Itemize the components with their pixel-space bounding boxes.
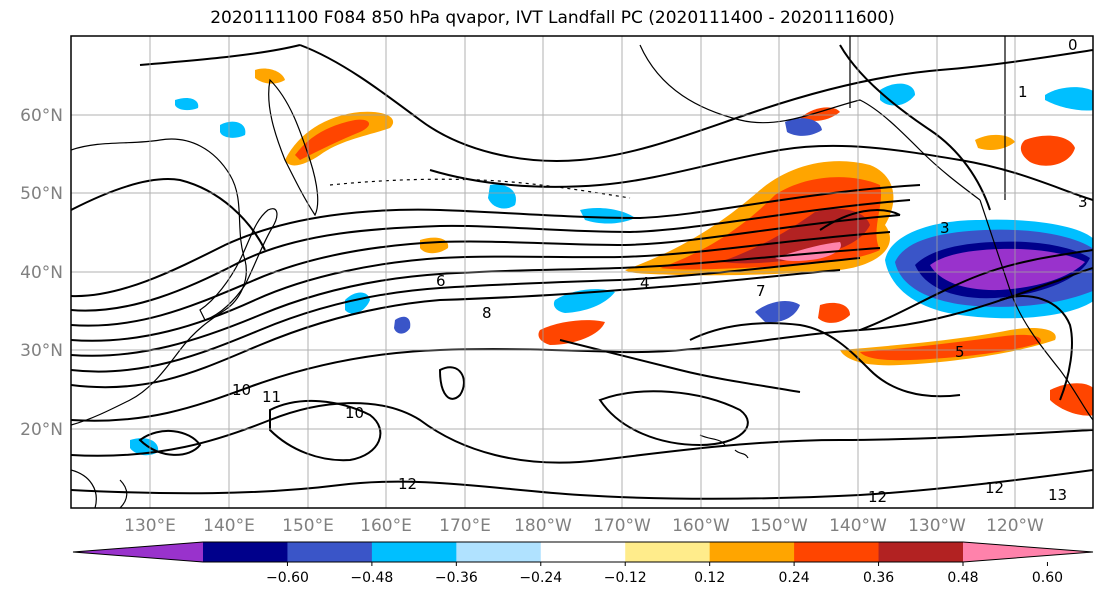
colorbar-segment — [794, 542, 880, 562]
contour-label: 12 — [398, 475, 417, 493]
aleutian-chain — [329, 178, 631, 199]
colorbar-tick-label: 0.36 — [863, 570, 894, 586]
contour-label: 8 — [482, 304, 492, 322]
lat-label-60n: 60°N — [20, 106, 63, 126]
colorbar-segment — [709, 542, 795, 562]
contour-labels: 6 8 10 11 10 12 4 7 5 3 1 0 3 12 12 13 — [232, 36, 1088, 506]
colorbar-segment — [456, 542, 542, 562]
colorbar-tick-label: −0.24 — [519, 570, 562, 586]
lon-label: 160°E — [360, 516, 412, 536]
alaska-coastline — [639, 44, 981, 201]
colorbar-segment — [625, 542, 711, 562]
colorbar-segment — [287, 542, 373, 562]
colorbar-tick-label: −0.60 — [266, 570, 309, 586]
lat-label-40n: 40°N — [20, 263, 63, 283]
lat-label-30n: 30°N — [20, 341, 63, 361]
colorbar-tick-label: 0.12 — [694, 570, 725, 586]
lat-label-20n: 20°N — [20, 420, 63, 440]
colorbar-tick-label: −0.36 — [435, 570, 478, 586]
contour-label: 7 — [756, 282, 766, 300]
lon-label: 140°W — [829, 516, 887, 536]
contour-label: 11 — [262, 388, 281, 406]
colorbar-outline — [72, 541, 1094, 563]
philippines — [71, 469, 128, 508]
coastline-layer — [71, 36, 1093, 508]
north-america-coastline — [979, 199, 1093, 421]
lat-label-50n: 50°N — [20, 184, 63, 204]
contour-label: 10 — [345, 404, 364, 422]
contour-label: 12 — [868, 488, 887, 506]
contour-label: 4 — [640, 274, 650, 292]
colorbar-segment — [203, 542, 288, 562]
colorbar-extend-min — [73, 542, 203, 562]
colorbar-tick-label: 0.24 — [779, 570, 810, 586]
latitude-labels: 60°N 50°N 40°N 30°N 20°N — [20, 106, 63, 440]
lon-label: 170°W — [593, 516, 651, 536]
japan-coastline — [199, 208, 278, 321]
lon-label: 160°W — [672, 516, 730, 536]
colorbar-segment — [371, 542, 457, 562]
colorbar-segment — [540, 542, 626, 562]
colorbar-tick-label: −0.12 — [604, 570, 647, 586]
lon-label: 140°E — [203, 516, 255, 536]
colorbar-extend-max — [963, 542, 1093, 562]
lon-label: 120°W — [986, 516, 1044, 536]
kamchatka-coastline — [268, 78, 319, 217]
contour-label: 13 — [1048, 486, 1067, 504]
colorbar-segment — [878, 542, 964, 562]
lon-label: 170°E — [439, 516, 491, 536]
lon-label: 150°E — [282, 516, 334, 536]
map-title: 2020111100 F084 850 hPa qvapor, IVT Land… — [210, 8, 895, 28]
lon-label: 180°W — [514, 516, 572, 536]
hawaii-islands — [699, 434, 749, 459]
contour-label: 5 — [955, 343, 965, 361]
contour-label: 10 — [232, 381, 251, 399]
map-panel: 6 8 10 11 10 12 4 7 5 3 1 0 3 12 12 13 — [70, 35, 1094, 509]
asia-coastline — [71, 138, 247, 426]
contour-label: 3 — [1078, 193, 1088, 211]
longitude-labels: 130°E 140°E 150°E 160°E 170°E 180°W 170°… — [124, 516, 1044, 536]
graticule — [71, 36, 1093, 508]
contour-label: 3 — [940, 219, 950, 237]
contour-label: 1 — [1018, 83, 1028, 101]
colorbar: −0.60 −0.48 −0.36 −0.24 −0.12 0.12 0.24 0.36 0.4… — [72, 541, 1094, 586]
contour-label: 12 — [985, 479, 1004, 497]
contour-label: 6 — [436, 272, 446, 290]
colorbar-tick-label: 0.48 — [947, 570, 978, 586]
colorbar-tick-label: −0.48 — [350, 570, 393, 586]
lon-label: 130°W — [908, 516, 966, 536]
colorbar-tick-label: 0.60 — [1032, 570, 1063, 586]
lon-label: 150°W — [750, 516, 808, 536]
us-canada-border — [849, 36, 1006, 200]
lon-label: 130°E — [124, 516, 176, 536]
contour-label: 0 — [1068, 36, 1078, 54]
